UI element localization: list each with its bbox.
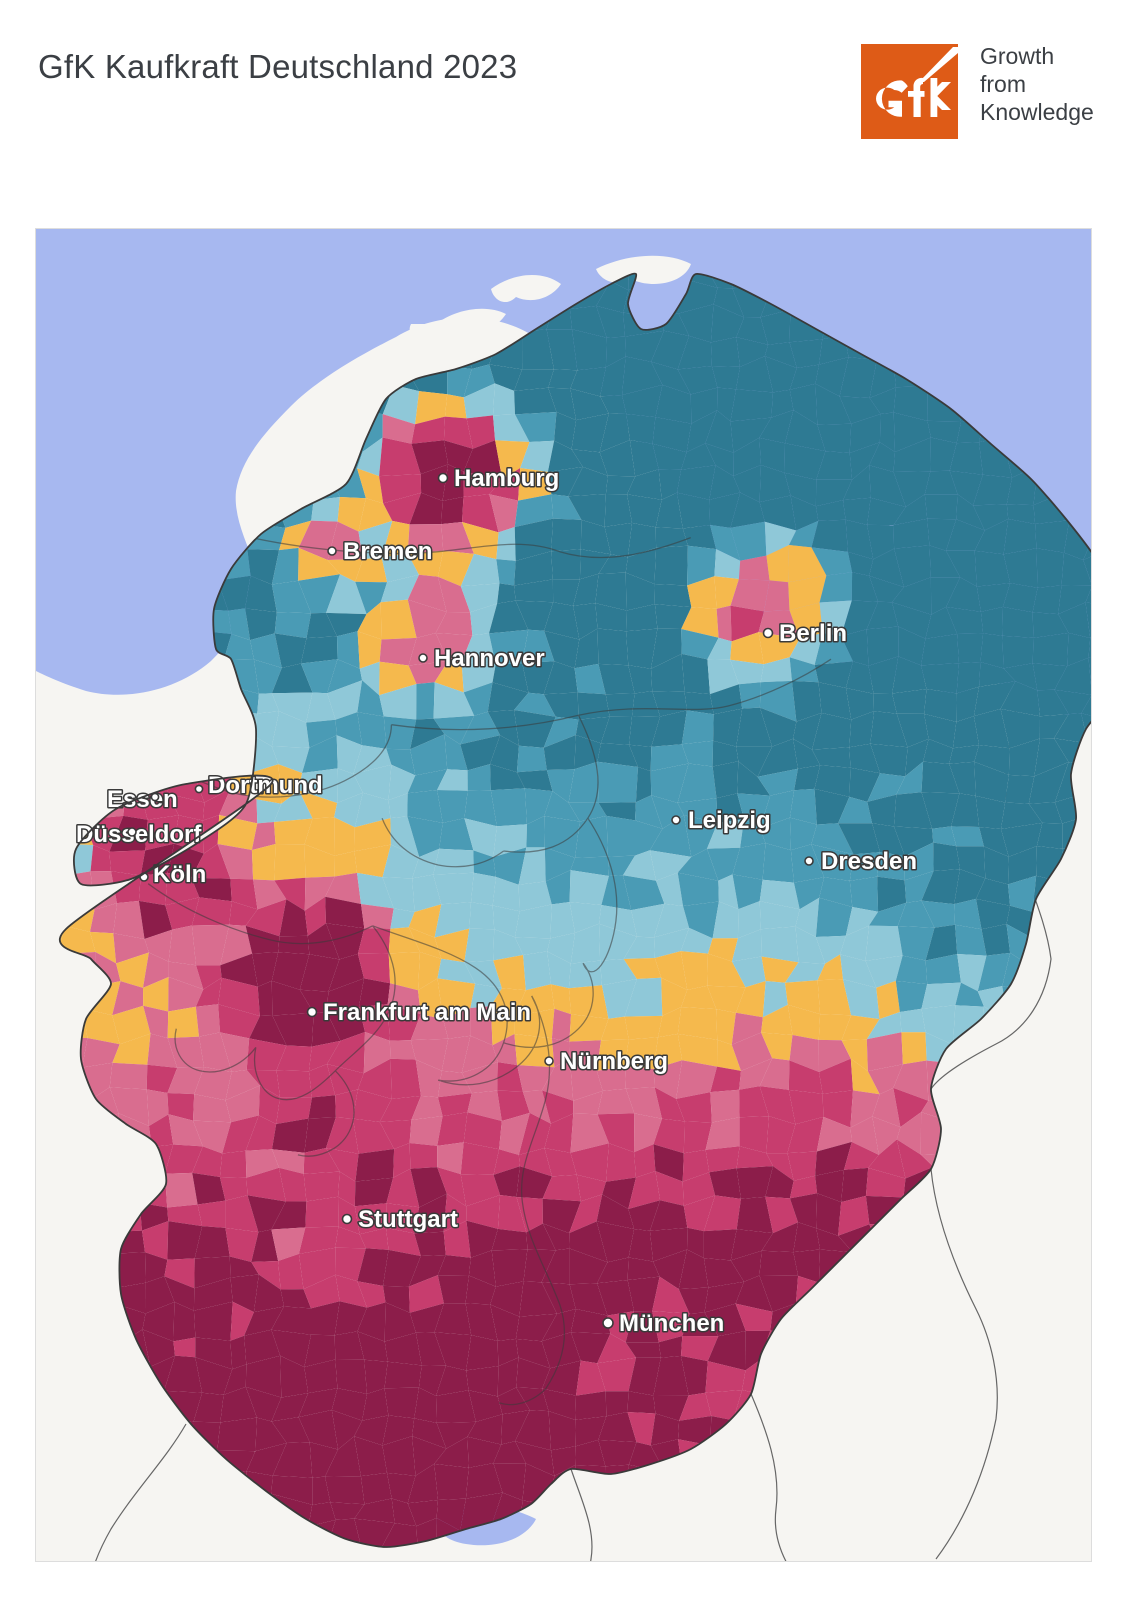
svg-text:Dresden: Dresden bbox=[821, 848, 917, 875]
svg-text:Nürnberg: Nürnberg bbox=[560, 1048, 668, 1075]
svg-text:Leipzig: Leipzig bbox=[688, 807, 771, 834]
svg-text:Frankfurt am Main: Frankfurt am Main bbox=[323, 999, 531, 1026]
svg-text:Stuttgart: Stuttgart bbox=[358, 1206, 458, 1233]
svg-text:Berlin: Berlin bbox=[779, 620, 847, 647]
svg-text:München: München bbox=[619, 1310, 724, 1337]
svg-text:Hamburg: Hamburg bbox=[454, 465, 559, 492]
svg-text:Bremen: Bremen bbox=[343, 538, 432, 565]
svg-text:Hannover: Hannover bbox=[434, 645, 545, 672]
